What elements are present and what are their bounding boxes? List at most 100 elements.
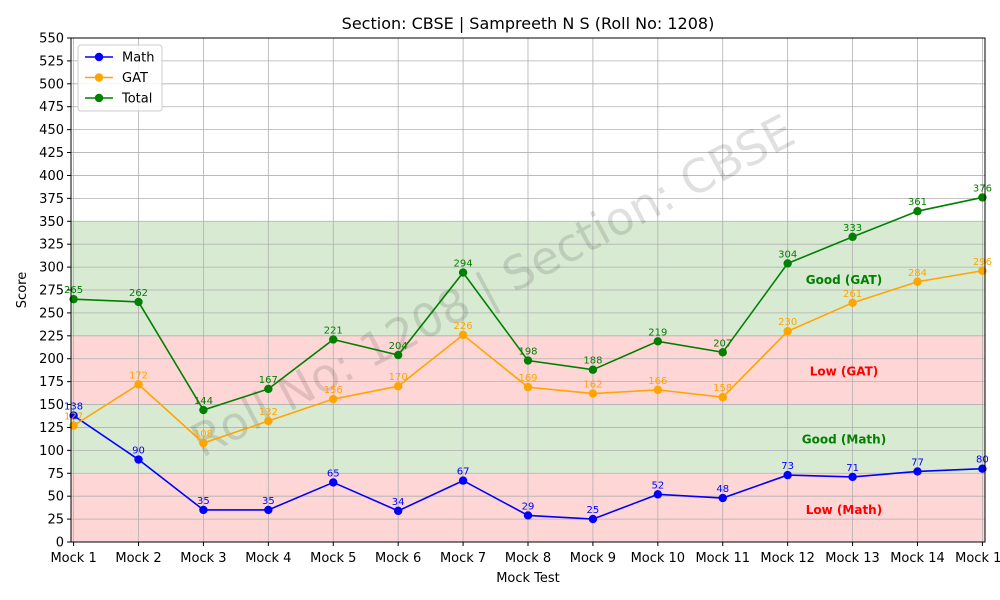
data-label-gat: 162 — [583, 380, 602, 391]
data-label-gat: 172 — [129, 370, 148, 381]
data-point-math — [458, 476, 468, 485]
y-tick-label: 75 — [47, 467, 64, 482]
legend-label-gat: GAT — [122, 71, 148, 86]
data-point-total — [199, 405, 208, 415]
legend-marker-total — [94, 93, 104, 103]
data-point-math — [913, 467, 922, 476]
y-tick-label: 125 — [39, 421, 64, 436]
axes: 0 25 50 75 100 125 150 175 200 225 250 275 300 325 350… — [39, 32, 1000, 567]
x-tick-label: Mock 6 — [375, 551, 421, 566]
legend-label-total: Total — [121, 92, 152, 107]
data-label-math: 71 — [846, 463, 859, 474]
x-tick-label: Mock 13 — [825, 551, 880, 566]
data-label-gat: 284 — [908, 268, 927, 279]
data-label-total: 207 — [713, 338, 732, 349]
data-label-gat: 127 — [64, 412, 83, 423]
data-label-gat: 226 — [454, 321, 473, 332]
y-tick-label: 100 — [39, 444, 64, 459]
data-label-gat: 170 — [389, 372, 408, 383]
data-label-gat: 230 — [778, 317, 797, 328]
y-tick-label: 150 — [39, 398, 64, 413]
y-tick-label: 525 — [39, 54, 64, 69]
y-tick-label: 250 — [39, 306, 64, 321]
y-axis-title: Score — [15, 272, 30, 308]
data-point-math — [653, 490, 663, 499]
data-point-total — [393, 350, 403, 360]
x-axis-title: Mock Test — [496, 571, 560, 586]
data-label-total: 294 — [454, 259, 473, 270]
data-label-total: 265 — [64, 285, 83, 296]
x-tick-label: Mock 8 — [505, 551, 551, 566]
data-point-math — [718, 493, 727, 503]
data-labels: 138 90 35 35 65 34 67 29 25 52 48 73 71 77 80 127 172 108… — [64, 183, 992, 516]
y-tick-label: 175 — [39, 375, 64, 390]
data-label-total: 361 — [908, 197, 927, 208]
chart-title: Section: CBSE | Sampreeth N S (Roll No: … — [342, 14, 715, 33]
data-label-total: 167 — [259, 375, 278, 386]
data-label-total: 219 — [648, 327, 667, 338]
data-label-gat: 156 — [324, 385, 343, 396]
legend-marker-gat — [94, 73, 104, 82]
data-label-math: 34 — [392, 497, 405, 508]
data-point-math — [134, 455, 143, 464]
y-tick-label: 300 — [39, 261, 64, 276]
y-tick-label: 50 — [47, 490, 64, 505]
legend-marker-math — [94, 52, 104, 62]
data-point-total — [264, 384, 273, 394]
data-label-total: 198 — [518, 347, 537, 358]
x-tick-label: Mock 7 — [440, 551, 486, 566]
data-label-total: 333 — [843, 223, 862, 234]
data-label-total: 221 — [324, 325, 343, 336]
y-tick-label: 425 — [39, 146, 64, 161]
data-point-total — [913, 206, 922, 216]
data-point-math — [848, 472, 857, 482]
y-tick-label: 350 — [39, 215, 64, 230]
data-label-gat: 261 — [843, 289, 862, 300]
data-point-gat — [199, 438, 208, 448]
data-label-math: 52 — [651, 480, 664, 491]
data-point-gat — [848, 298, 857, 308]
data-label-math: 25 — [587, 505, 600, 516]
y-tick-label: 0 — [56, 536, 64, 551]
y-tick-label: 475 — [39, 100, 64, 115]
data-label-math: 48 — [716, 484, 729, 495]
data-label-total: 188 — [583, 356, 602, 367]
data-point-total — [783, 259, 792, 268]
x-tick-label: Mock 3 — [180, 551, 226, 566]
y-tick-label: 325 — [39, 238, 64, 253]
y-tick-label: 25 — [47, 513, 64, 528]
zone-labels: Low (Math) Good (Math) Low (GAT) Good (GAT) — [802, 273, 886, 517]
y-tick-label: 200 — [39, 352, 64, 367]
data-label-math: 80 — [976, 455, 989, 466]
data-point-gat — [718, 393, 727, 402]
y-tick-label: 550 — [39, 32, 64, 47]
zone-label: Good (GAT) — [806, 273, 882, 287]
data-point-total — [848, 232, 857, 242]
x-tick-label: Mock 1 — [50, 551, 96, 566]
data-point-total — [523, 356, 533, 365]
data-label-math: 67 — [457, 467, 470, 478]
x-tick-label: Mock 2 — [115, 551, 161, 566]
data-point-total — [458, 268, 468, 277]
data-point-math — [329, 478, 338, 487]
data-point-total — [718, 348, 727, 357]
data-label-total: 262 — [129, 288, 148, 299]
zone-label: Good (Math) — [802, 432, 886, 446]
data-label-math: 35 — [262, 496, 275, 507]
x-tick-label: Mock 14 — [890, 551, 945, 566]
data-label-math: 90 — [132, 446, 145, 457]
data-point-math — [264, 505, 273, 515]
legend: Math GAT Total — [77, 44, 163, 112]
y-tick-label: 500 — [39, 77, 64, 92]
data-point-gat — [393, 382, 403, 391]
y-tick-label: 225 — [39, 329, 64, 344]
data-label-gat: 108 — [194, 429, 213, 440]
data-label-total: 144 — [194, 396, 213, 407]
data-point-math — [199, 505, 208, 515]
data-point-gat — [458, 330, 468, 340]
data-point-math — [783, 470, 792, 480]
data-label-total: 204 — [389, 341, 408, 352]
data-point-total — [588, 365, 598, 374]
